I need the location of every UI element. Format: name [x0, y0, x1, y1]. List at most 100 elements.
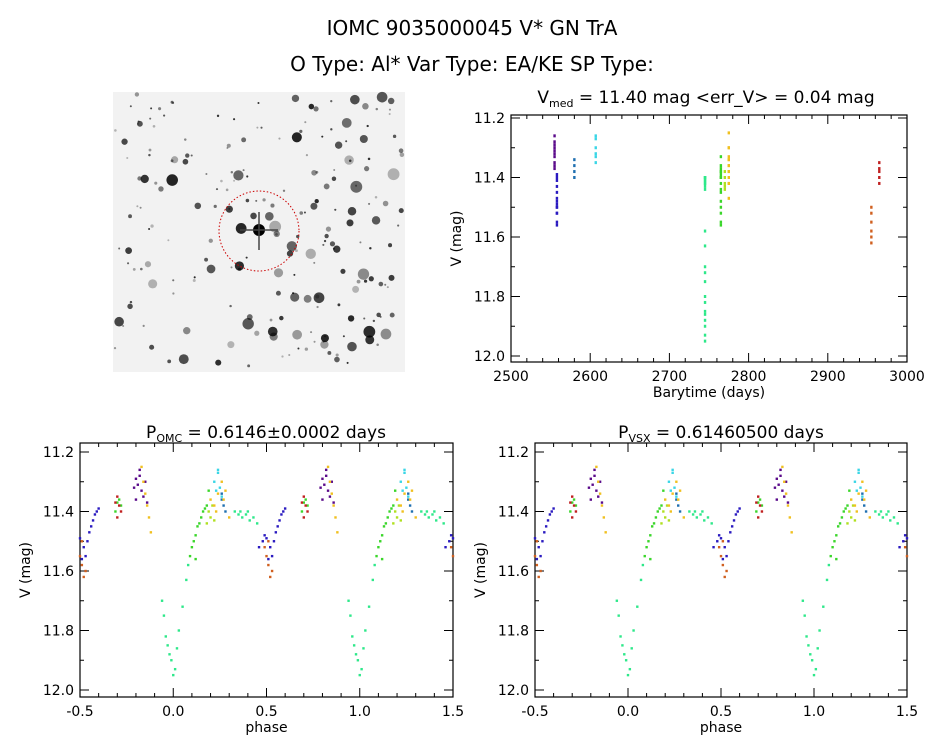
- x-tick-label: 2900: [810, 369, 846, 385]
- data-point: [643, 554, 646, 558]
- star: [128, 214, 132, 219]
- star: [376, 91, 388, 103]
- star: [397, 224, 400, 227]
- star: [288, 353, 291, 357]
- star: [291, 94, 300, 103]
- data-point: [848, 510, 851, 513]
- data-point: [91, 519, 95, 522]
- data-point: [352, 644, 356, 647]
- data-point: [321, 477, 324, 480]
- data-point: [334, 516, 337, 519]
- data-point: [719, 190, 723, 194]
- data-point: [170, 659, 173, 662]
- data-point: [267, 540, 270, 543]
- data-point: [116, 501, 119, 504]
- star: [363, 279, 368, 283]
- star: [149, 344, 155, 350]
- data-point: [433, 510, 436, 513]
- star: [372, 319, 376, 323]
- x-tick-label: 0.0: [162, 704, 184, 720]
- data-point: [784, 492, 788, 495]
- x-tick-label: 2600: [572, 369, 608, 385]
- data-point: [408, 504, 412, 507]
- star: [254, 330, 260, 336]
- data-point: [537, 546, 540, 549]
- star: [233, 170, 244, 181]
- data-point: [142, 480, 145, 483]
- star: [122, 325, 125, 328]
- data-point: [144, 492, 147, 495]
- data-point: [641, 563, 645, 567]
- star: [334, 141, 343, 149]
- data-point: [703, 181, 707, 185]
- data-point: [706, 516, 710, 519]
- x-axis-label: phase: [245, 720, 287, 736]
- data-point: [119, 510, 123, 513]
- data-point: [861, 495, 864, 498]
- data-point: [84, 554, 87, 558]
- data-point: [602, 516, 606, 519]
- star: [136, 205, 139, 208]
- star: [134, 92, 140, 97]
- star: [303, 211, 306, 214]
- data-point: [252, 516, 255, 519]
- data-point: [892, 516, 896, 519]
- y-tick-label: 11.2: [474, 111, 505, 127]
- data-point: [675, 495, 678, 498]
- data-point: [553, 134, 556, 138]
- star: [167, 239, 170, 242]
- data-point: [757, 495, 760, 498]
- data-point: [543, 531, 546, 534]
- data-point: [444, 546, 447, 549]
- data-point: [594, 146, 597, 150]
- star: [313, 106, 319, 112]
- data-point: [703, 176, 707, 179]
- data-point: [779, 474, 782, 477]
- star: [314, 198, 319, 204]
- star: [279, 315, 284, 321]
- data-point: [783, 480, 786, 483]
- data-point: [248, 519, 251, 522]
- data-point: [656, 510, 659, 513]
- data-point: [395, 498, 399, 501]
- data-point: [553, 155, 556, 159]
- x-tick-label: 0.5: [710, 704, 732, 720]
- data-point: [719, 537, 723, 540]
- star: [378, 281, 384, 287]
- data-point: [719, 167, 723, 171]
- data-point: [186, 563, 190, 567]
- star: [140, 174, 149, 184]
- data-point: [326, 465, 330, 469]
- data-point: [283, 507, 287, 510]
- data-point: [755, 510, 758, 513]
- data-point: [201, 510, 205, 513]
- data-point: [324, 474, 328, 477]
- axes-frame: [79, 442, 454, 698]
- data-point: [838, 522, 842, 525]
- data-point: [589, 498, 592, 501]
- data-point: [82, 575, 85, 579]
- data-point: [675, 492, 678, 495]
- data-point: [211, 504, 214, 507]
- data-point: [619, 635, 622, 638]
- data-point: [712, 546, 715, 549]
- star: [346, 219, 354, 227]
- data-point: [539, 569, 542, 573]
- data-point: [671, 492, 674, 495]
- data-point: [138, 474, 141, 477]
- data-point: [719, 181, 723, 185]
- star: [386, 286, 389, 289]
- panel-title: Vmed = 11.40 mag <err_V> = 0.04 mag: [537, 88, 874, 110]
- data-point: [218, 486, 222, 489]
- star: [380, 328, 392, 340]
- data-point: [144, 480, 147, 483]
- aperture-circle: [218, 190, 300, 272]
- data-point: [263, 534, 266, 537]
- data-point: [723, 187, 727, 191]
- star: [384, 283, 387, 286]
- data-point: [420, 510, 423, 513]
- data-point: [438, 516, 442, 519]
- data-point: [723, 184, 727, 188]
- x-tick-label: 2700: [652, 369, 688, 385]
- data-point: [725, 569, 728, 573]
